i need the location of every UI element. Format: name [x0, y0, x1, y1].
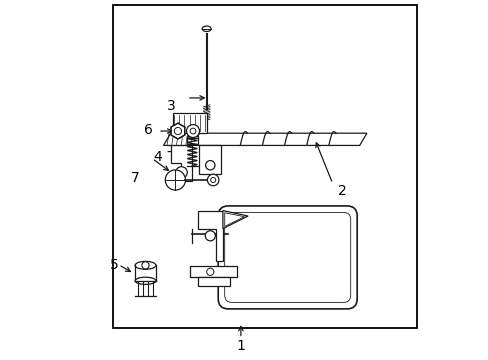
- Text: 4: 4: [153, 150, 162, 163]
- Circle shape: [190, 128, 196, 134]
- Polygon shape: [224, 213, 244, 226]
- Circle shape: [205, 231, 215, 241]
- Ellipse shape: [135, 261, 156, 269]
- Circle shape: [186, 125, 199, 138]
- Polygon shape: [186, 136, 197, 144]
- Ellipse shape: [202, 26, 211, 31]
- Ellipse shape: [135, 277, 156, 284]
- Circle shape: [175, 167, 187, 178]
- Polygon shape: [223, 211, 247, 229]
- Polygon shape: [163, 133, 199, 145]
- Polygon shape: [167, 133, 366, 145]
- Polygon shape: [171, 123, 184, 139]
- Circle shape: [207, 174, 219, 186]
- Polygon shape: [197, 211, 223, 261]
- Circle shape: [206, 268, 213, 275]
- Polygon shape: [170, 145, 192, 181]
- Polygon shape: [199, 145, 221, 174]
- Text: 6: 6: [143, 123, 152, 136]
- Circle shape: [210, 177, 215, 183]
- Text: 3: 3: [167, 99, 176, 113]
- Text: 5: 5: [109, 258, 118, 271]
- Circle shape: [165, 170, 185, 190]
- Bar: [113, 5, 416, 328]
- Text: 2: 2: [337, 184, 346, 198]
- Circle shape: [205, 161, 215, 170]
- Text: 7: 7: [131, 171, 140, 185]
- FancyBboxPatch shape: [224, 212, 350, 302]
- Bar: [172, 113, 206, 133]
- Polygon shape: [190, 266, 237, 277]
- Polygon shape: [197, 277, 230, 286]
- FancyBboxPatch shape: [218, 206, 356, 309]
- Text: 1: 1: [236, 339, 245, 353]
- Circle shape: [174, 127, 181, 135]
- Circle shape: [142, 262, 149, 269]
